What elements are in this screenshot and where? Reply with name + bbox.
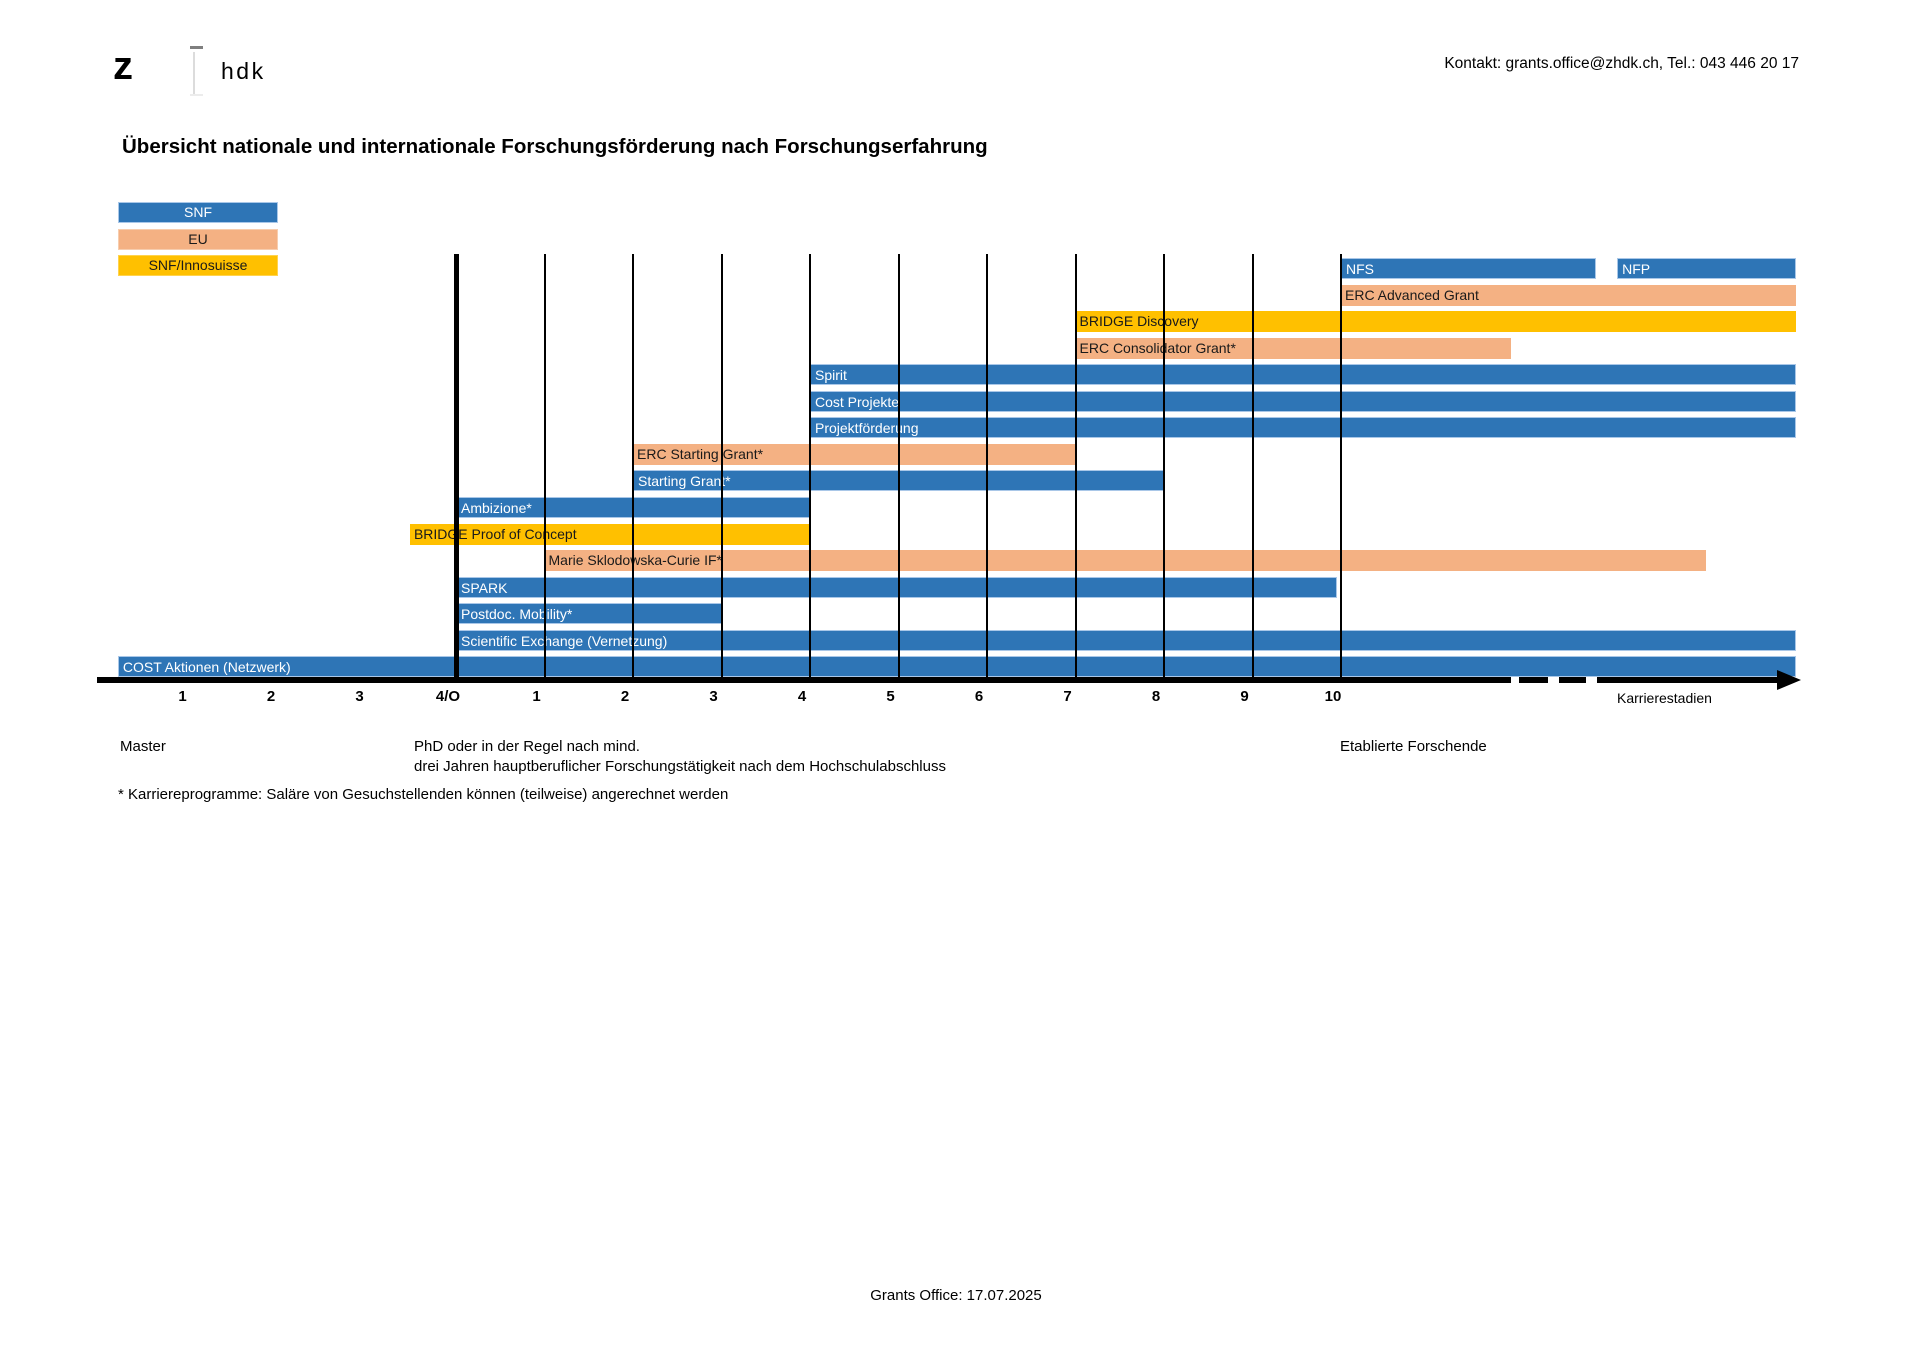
bar-bridge-discovery: BRIDGE Discovery — [1075, 311, 1796, 333]
bar-projektf-rderung: Projektförderung — [810, 417, 1796, 439]
page-title: Übersicht nationale und internationale F… — [122, 135, 988, 158]
gridline-5 — [897, 254, 900, 683]
bar-spirit: Spirit — [810, 364, 1796, 386]
annotation-etablierte-forschende: Etablierte Forschende — [1340, 738, 1487, 755]
zhdk-logo-dash-bottom — [190, 94, 203, 96]
gridline-7 — [1074, 254, 1077, 683]
tick-label-10: 10 — [1324, 688, 1342, 705]
bar-postdoc-mobility: Postdoc. Mobility* — [456, 603, 722, 625]
footnote-karriereprogramme: * Karriereprogramme: Saläre von Gesuchst… — [118, 786, 729, 803]
gridline-4 — [809, 254, 811, 683]
bar-cost-aktionen-netzwerk: COST Aktionen (Netzwerk) — [117, 656, 1796, 678]
annotation-phd-line2: drei Jahren hauptberuflicher Forschungst… — [414, 758, 946, 775]
gridline-2 — [632, 254, 634, 683]
bar-erc-consolidator-grant: ERC Consolidator Grant* — [1075, 337, 1511, 359]
gridline-8 — [1163, 254, 1165, 683]
bar-nfp: NFP — [1617, 258, 1796, 279]
x-axis-line-2 — [1597, 677, 1778, 683]
footer-grants-office-date: Grants Office: 17.07.2025 — [870, 1287, 1042, 1304]
zhdk-logo-hdk: hdk — [221, 58, 266, 84]
legend-item-snf-innosuisse: SNF/Innosuisse — [118, 255, 278, 276]
tick-label-2: 2 — [620, 688, 630, 705]
bar-bridge-proof-of-concept: BRIDGE Proof of Concept — [409, 523, 810, 545]
bar-cost-projekte: Cost Projekte — [810, 390, 1796, 412]
bar-spark: SPARK — [456, 576, 1337, 598]
gridline-9 — [1251, 254, 1254, 683]
tick-label-1: 1 — [532, 688, 541, 705]
x-axis-arrow-icon — [1777, 670, 1801, 690]
annotation-phd-line1: PhD oder in der Regel nach mind. — [414, 738, 640, 755]
tick-label-3: 3 — [709, 688, 718, 705]
zhdk-logo-line — [193, 52, 195, 94]
tick-label-4: 4 — [797, 688, 807, 705]
tick-label-6: 6 — [974, 688, 984, 705]
tick-label-8: 8 — [1151, 688, 1161, 705]
gridline-3 — [720, 254, 723, 683]
tick-label-7: 7 — [1063, 688, 1072, 705]
tick-label-4-O: 4/O — [435, 688, 461, 705]
bar-nfs: NFS — [1341, 258, 1596, 279]
zhdk-logo-dash — [190, 46, 203, 49]
x-axis-label: Karrierestadien — [1617, 690, 1712, 706]
x-axis-line — [97, 677, 1511, 683]
tick-label-5: 5 — [886, 688, 895, 705]
x-axis-dash-1 — [1519, 677, 1548, 683]
bar-erc-starting-grant: ERC Starting Grant* — [633, 443, 1076, 465]
gridline-4-O — [453, 254, 459, 683]
bar-scientific-exchange-vernetzung: Scientific Exchange (Vernetzung) — [456, 629, 1796, 651]
tick-label-2: 2 — [266, 688, 276, 705]
gridline-1 — [543, 254, 546, 683]
bar-marie-sklodowska-curie-if: Marie Sklodowska-Curie IF* — [544, 550, 1706, 572]
annotation-master: Master — [120, 738, 166, 755]
x-axis-dash-2 — [1559, 677, 1586, 683]
zhdk-logo-z: z — [113, 44, 133, 88]
legend-item-eu: EU — [118, 228, 278, 250]
gridline-10 — [1340, 254, 1342, 683]
tick-label-1: 1 — [178, 688, 187, 705]
gridline-6 — [986, 254, 988, 683]
contact-info: Kontakt: grants.office@zhdk.ch, Tel.: 04… — [1444, 55, 1799, 72]
tick-label-3: 3 — [355, 688, 364, 705]
bar-erc-advanced-grant: ERC Advanced Grant — [1341, 284, 1796, 306]
legend-item-snf: SNF — [118, 202, 278, 223]
tick-label-9: 9 — [1240, 688, 1249, 705]
